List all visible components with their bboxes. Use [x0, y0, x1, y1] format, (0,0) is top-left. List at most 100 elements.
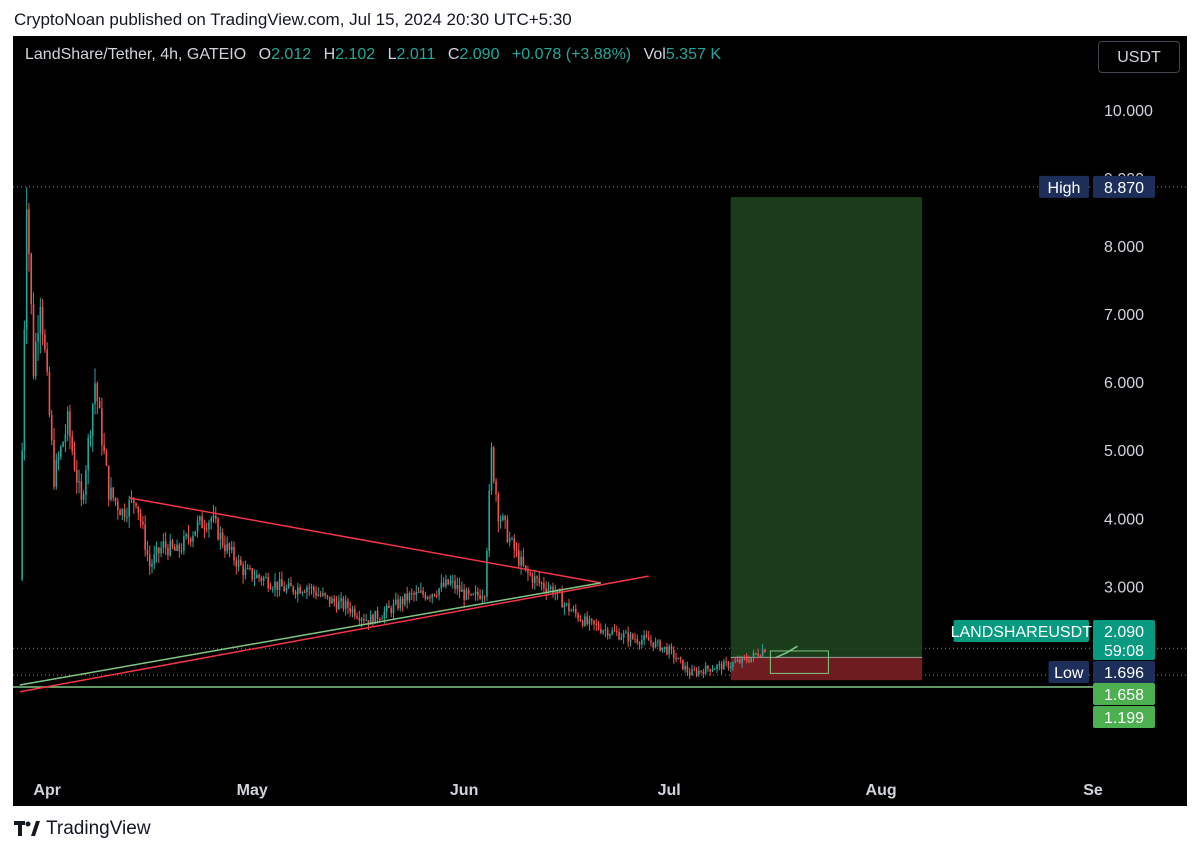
candle-body	[629, 634, 632, 642]
candle-body	[625, 632, 627, 634]
candle-body	[682, 659, 684, 670]
price-badge-value: 2.090	[1104, 624, 1144, 641]
candle-body	[110, 487, 112, 500]
candle-body	[474, 591, 477, 595]
candle-body	[663, 646, 666, 648]
volume-label: Vol	[643, 46, 666, 63]
candle-body	[406, 593, 408, 601]
candle-body	[565, 603, 568, 605]
candle-body	[577, 613, 579, 620]
tradingview-footer[interactable]: TradingView	[14, 818, 151, 840]
candle-body	[458, 585, 461, 592]
candle-body	[214, 515, 217, 520]
candle-body	[465, 589, 468, 600]
candle-body	[511, 538, 513, 540]
candle-body	[94, 383, 96, 405]
open-value: 2.012	[271, 46, 312, 63]
candle-body	[308, 587, 311, 589]
candle-body	[117, 501, 119, 511]
x-tick-label: Aug	[866, 782, 897, 799]
low-value: 2.011	[396, 46, 436, 63]
candle-body	[536, 576, 538, 579]
candle-body	[440, 582, 443, 589]
price-badge	[1093, 661, 1155, 683]
candle-body	[561, 591, 563, 608]
candle-body	[451, 580, 454, 582]
candle-body	[417, 591, 420, 593]
high-value: 2.102	[335, 46, 376, 63]
candle-body	[488, 490, 491, 551]
candle-body	[344, 600, 347, 609]
candle-body	[123, 509, 126, 517]
candle-body	[470, 594, 472, 596]
candle-body	[538, 578, 541, 583]
candle-body	[675, 658, 677, 660]
candle-body	[178, 544, 181, 552]
candle-body	[297, 587, 299, 595]
candle-body	[349, 607, 352, 613]
candle-body	[502, 515, 504, 520]
chart-panel[interactable]: 10.0009.0008.0007.0006.0005.0004.0003.00…	[13, 36, 1187, 806]
candle-body	[401, 598, 404, 605]
candle-body	[481, 596, 484, 599]
candle-body	[654, 641, 657, 648]
candle-body	[520, 556, 522, 566]
candle-body	[71, 436, 74, 452]
price-badge-value: 8.870	[1104, 180, 1144, 197]
candle-body	[456, 585, 459, 589]
candle-body	[114, 497, 117, 502]
candle-body	[338, 601, 340, 610]
candle-body	[634, 638, 636, 640]
candle-body	[657, 640, 659, 642]
candle-body	[670, 646, 673, 650]
candle-body	[173, 547, 176, 551]
candle-body	[426, 597, 429, 599]
candle-body	[221, 532, 224, 545]
candle-body	[203, 527, 206, 529]
candle-body	[322, 593, 324, 596]
candle-body	[101, 408, 103, 446]
candle-body	[196, 520, 199, 532]
candle-body	[524, 565, 527, 569]
candle-body	[492, 447, 495, 482]
candle-body	[185, 534, 187, 537]
candle-body	[73, 451, 76, 470]
candle-body	[540, 582, 543, 584]
candle-body	[317, 594, 320, 596]
candle-body	[121, 509, 124, 516]
price-badge-name	[953, 620, 1089, 642]
candle-body	[433, 594, 436, 596]
candle-body	[388, 605, 390, 609]
candle-body	[748, 660, 750, 662]
candle-body	[135, 502, 137, 507]
price-chart[interactable]: 10.0009.0008.0007.0006.0005.0004.0003.00…	[13, 36, 1187, 806]
candle-body	[707, 665, 709, 669]
candle-body	[276, 581, 279, 590]
candle-body	[679, 657, 682, 660]
candle-body	[331, 598, 333, 604]
candle-body	[328, 596, 331, 604]
candle-body	[265, 577, 267, 579]
candle-body	[333, 598, 336, 603]
candle-body	[324, 593, 326, 596]
candle-body	[467, 589, 470, 595]
candle-body	[347, 600, 349, 608]
candle-body	[572, 609, 575, 611]
candle-body	[659, 640, 661, 651]
candle-body	[176, 544, 178, 551]
projection-box	[769, 650, 829, 674]
candle-body	[736, 659, 739, 662]
candle-body	[212, 515, 215, 519]
candle-body	[105, 450, 108, 466]
candle-body	[240, 559, 242, 565]
candle-body	[638, 642, 641, 645]
candle-body	[335, 602, 338, 610]
candle-body	[745, 657, 748, 661]
candle-body	[258, 574, 260, 578]
price-badge	[1093, 683, 1155, 705]
candle-body	[711, 669, 714, 672]
candle-body	[57, 456, 60, 460]
candle-body	[219, 532, 222, 540]
candle-body	[574, 609, 577, 614]
currency-button[interactable]: USDT	[1098, 41, 1180, 73]
